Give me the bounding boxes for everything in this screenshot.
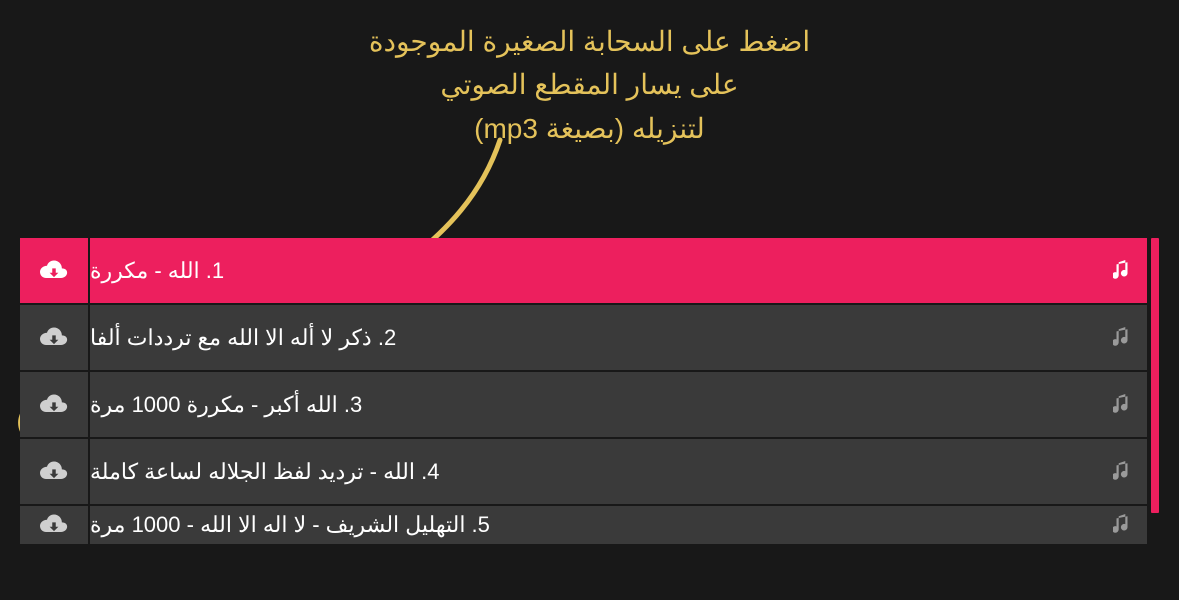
playlist: 1. الله - مكررة 2. ذكر لا أله الا الله م…	[20, 238, 1159, 590]
track-row[interactable]: 3. الله أكبر - مكررة 1000 مرة	[20, 372, 1147, 439]
music-icon	[1097, 506, 1147, 544]
track-row[interactable]: 5. التهليل الشريف - لا اله الا الله - 10…	[20, 506, 1147, 546]
music-icon	[1097, 305, 1147, 370]
music-icon	[1097, 372, 1147, 437]
download-button[interactable]	[20, 439, 90, 504]
instruction-line: اضغط على السحابة الصغيرة الموجودة	[0, 20, 1179, 63]
download-button[interactable]	[20, 506, 90, 544]
cloud-download-icon	[40, 514, 68, 536]
track-title: 2. ذكر لا أله الا الله مع ترددات ألفا	[90, 305, 1097, 370]
cloud-download-icon	[40, 394, 68, 416]
music-icon	[1097, 439, 1147, 504]
instruction-line: لتنزيله (بصيغة mp3)	[0, 107, 1179, 150]
download-button[interactable]	[20, 305, 90, 370]
instruction-text: اضغط على السحابة الصغيرة الموجودة على يس…	[0, 20, 1179, 150]
scrollbar[interactable]	[1151, 238, 1159, 513]
cloud-download-icon	[40, 327, 68, 349]
track-title: 4. الله - ترديد لفظ الجلاله لساعة كاملة	[90, 439, 1097, 504]
track-list: 1. الله - مكررة 2. ذكر لا أله الا الله م…	[20, 238, 1147, 590]
track-title: 1. الله - مكررة	[90, 238, 1097, 303]
track-title: 3. الله أكبر - مكررة 1000 مرة	[90, 372, 1097, 437]
track-row[interactable]: 1. الله - مكررة	[20, 238, 1147, 305]
download-button[interactable]	[20, 372, 90, 437]
cloud-download-icon	[40, 260, 68, 282]
track-row[interactable]: 4. الله - ترديد لفظ الجلاله لساعة كاملة	[20, 439, 1147, 506]
download-button[interactable]	[20, 238, 90, 303]
cloud-download-icon	[40, 461, 68, 483]
music-icon	[1097, 238, 1147, 303]
instruction-line: على يسار المقطع الصوتي	[0, 63, 1179, 106]
track-row[interactable]: 2. ذكر لا أله الا الله مع ترددات ألفا	[20, 305, 1147, 372]
track-title: 5. التهليل الشريف - لا اله الا الله - 10…	[90, 506, 1097, 544]
